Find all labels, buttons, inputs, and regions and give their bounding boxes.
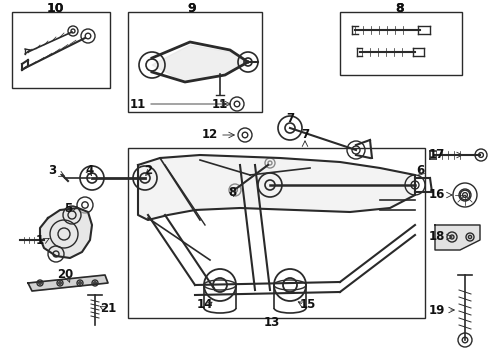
Text: 17: 17 [428,148,444,162]
Bar [128,12,262,112]
Text: 8: 8 [227,186,236,199]
Text: 4: 4 [86,163,94,176]
Text: 21: 21 [100,302,116,315]
Text: 15: 15 [299,298,316,311]
Text: 18: 18 [428,230,444,243]
Text: 2: 2 [143,163,152,176]
Text: 12: 12 [202,129,218,141]
Polygon shape [138,155,414,220]
Text: 10: 10 [46,1,63,14]
Text: 8: 8 [395,1,404,14]
Polygon shape [434,225,479,250]
Polygon shape [40,208,92,258]
Text: 8: 8 [395,1,404,14]
Text: 5: 5 [64,202,72,215]
Text: 7: 7 [285,112,293,125]
Text: 11: 11 [211,98,228,111]
Text: 16: 16 [428,189,444,202]
Bar [128,148,424,318]
Text: 10: 10 [46,1,63,14]
Text: 1: 1 [36,234,44,247]
Bar [339,12,461,75]
Text: 14: 14 [196,298,213,311]
Text: 11: 11 [130,98,146,111]
Text: 19: 19 [428,303,444,316]
Text: 13: 13 [264,316,280,329]
Text: 6: 6 [415,163,423,176]
Polygon shape [28,275,108,291]
Bar [12,12,110,88]
Text: 20: 20 [57,269,73,282]
Text: 9: 9 [187,1,196,14]
Polygon shape [152,45,247,82]
Text: 9: 9 [187,1,196,14]
Text: 3: 3 [48,163,56,176]
Text: 7: 7 [300,129,308,141]
